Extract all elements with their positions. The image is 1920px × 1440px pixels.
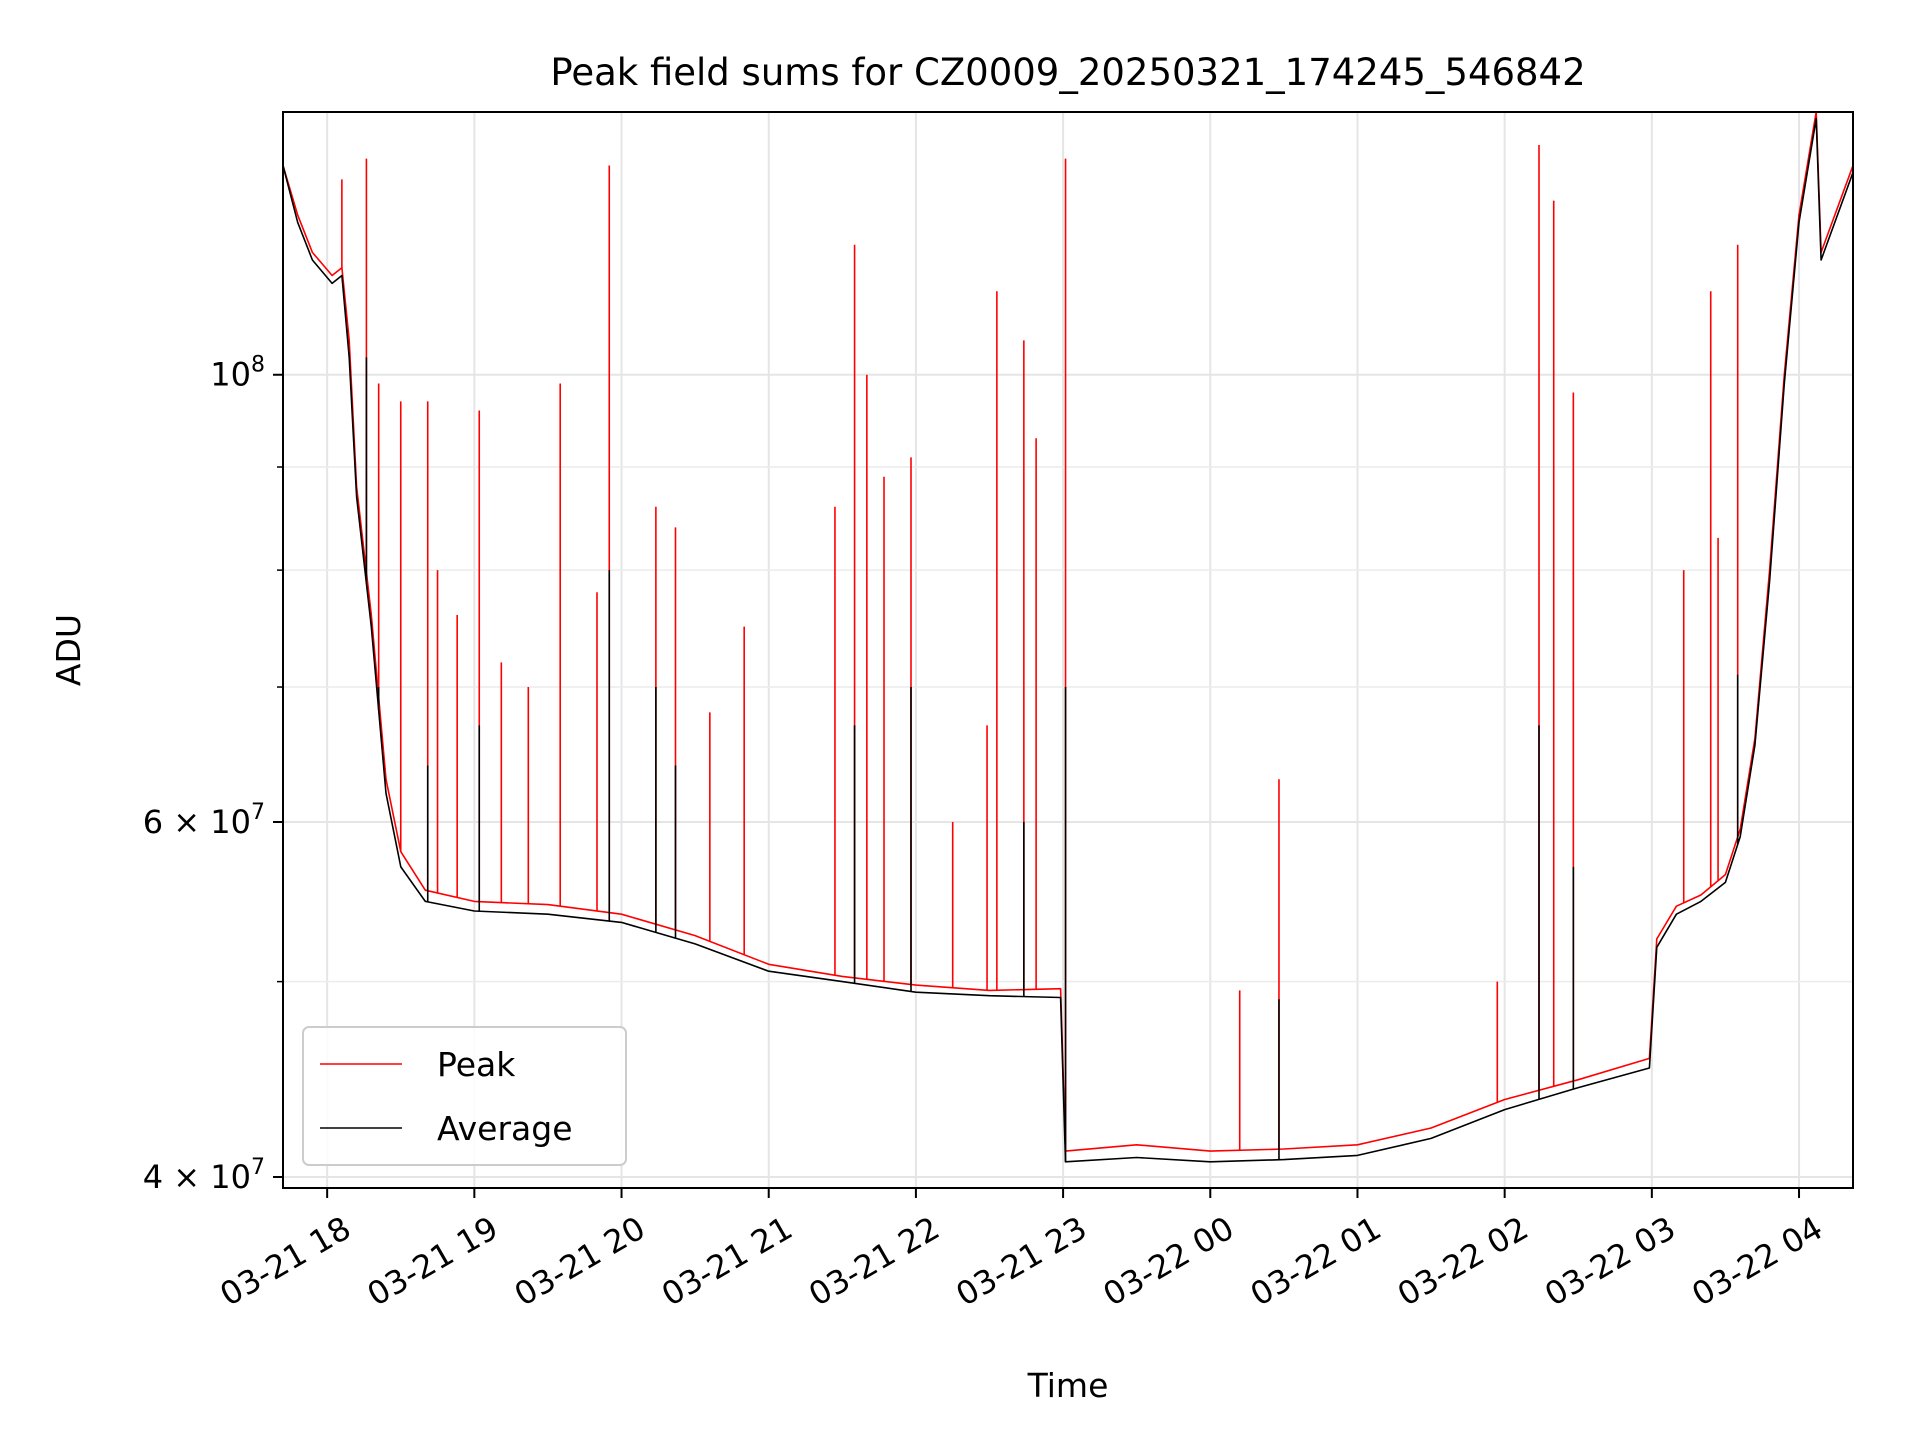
y-tick-times: × 10 [163, 1158, 251, 1196]
plot-frame [282, 111, 1854, 1189]
legend: Peak Average [302, 1026, 627, 1166]
legend-label-peak: Peak [437, 1045, 516, 1084]
y-tick-label: 108 [210, 353, 265, 394]
legend-label-average: Average [437, 1109, 573, 1148]
legend-box [302, 1026, 627, 1166]
series-layer [283, 112, 1853, 1163]
y-tick-exponent: 7 [251, 1155, 265, 1180]
y-tick-label: 6 × 107 [143, 800, 265, 841]
series-average [283, 117, 1853, 1163]
y-tick-label: 4 × 107 [143, 1155, 265, 1196]
chart-title: Peak field sums for CZ0009_20250321_1742… [550, 51, 1585, 94]
y-tick-base: 6 [143, 803, 163, 841]
y-tick-exponent: 8 [251, 353, 265, 378]
x-axis-label: Time [1027, 1366, 1109, 1405]
y-tick-times: × 10 [163, 803, 251, 841]
y-axis-label: ADU [49, 614, 88, 686]
y-tick-ten: 10 [210, 356, 251, 394]
y-tick-base: 4 [143, 1158, 163, 1196]
y-tick-exponent: 7 [251, 800, 265, 825]
grid [283, 112, 1853, 1188]
